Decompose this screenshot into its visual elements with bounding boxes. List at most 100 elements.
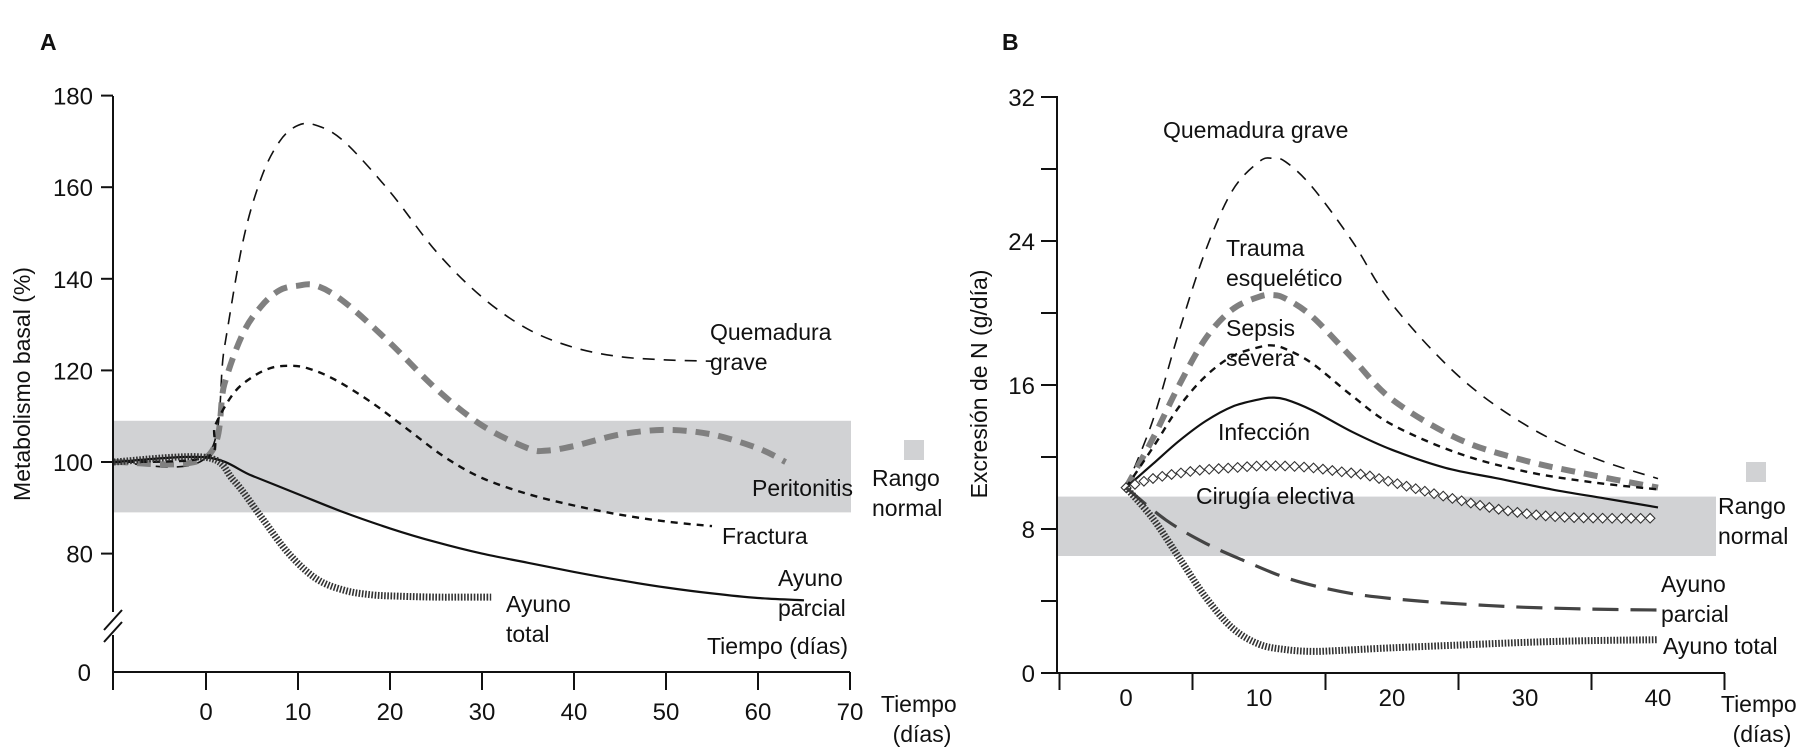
diamond-marker xyxy=(1279,460,1291,472)
y-tick-label: 180 xyxy=(53,84,93,111)
series-label-cirugia-electiva: Cirugía electiva xyxy=(1196,483,1355,509)
diamond-marker xyxy=(1437,490,1449,502)
x-tick-label: 0 xyxy=(199,699,212,726)
x-axis-label-line: (días) xyxy=(1733,721,1792,747)
series-label-quemadura-grave: Quemadura grave xyxy=(1163,117,1348,143)
series-labels: Quemadura grave Trauma esquelético Sepsis se… xyxy=(1163,117,1778,659)
x-axis-label-line: (días) xyxy=(893,721,952,747)
series-label-sepsis-severa: Sepsis severa xyxy=(1226,315,1295,371)
x-tick-label: 10 xyxy=(1246,685,1273,712)
y-ticks: 0 80 100 120 140 160 180 xyxy=(53,84,113,687)
x-tick-label: 50 xyxy=(653,699,680,726)
diamond-marker xyxy=(1391,478,1403,490)
x-axis-label: Tiempo (días) xyxy=(881,691,963,747)
x-axis-label-inner: Tiempo (días) xyxy=(707,633,848,659)
diamond-marker xyxy=(1373,472,1385,485)
y-tick-label: 160 xyxy=(53,175,93,202)
series-label-line: Ayuno xyxy=(1661,571,1726,597)
series-label-line: Peritonitis xyxy=(752,475,853,501)
x-axis-label: Tiempo (días) xyxy=(1721,691,1800,747)
series-group xyxy=(113,122,805,602)
x-axis-label-line: Tiempo xyxy=(881,691,957,717)
series-label-line: Ayuno total xyxy=(1663,633,1778,659)
y-tick-label: 16 xyxy=(1008,373,1035,400)
series-label-peritonitis: Peritonitis xyxy=(752,475,853,501)
y-tick-label: 32 xyxy=(1008,85,1035,112)
diamond-marker xyxy=(1511,506,1523,518)
series-label-quemadura-grave: Quemadura grave xyxy=(710,319,832,375)
x-tick-label: 40 xyxy=(1645,685,1672,712)
series-label-line: Ayuno xyxy=(778,565,843,591)
x-tick-label: 30 xyxy=(1512,685,1539,712)
diamond-marker xyxy=(1138,475,1150,487)
series-label-ayuno-total: Ayuno total xyxy=(506,591,571,647)
series-line-ayuno-total xyxy=(1123,485,1659,655)
series-label-line: Quemadura xyxy=(710,319,832,345)
diamond-marker xyxy=(1184,465,1196,478)
diamond-marker xyxy=(1175,467,1187,479)
legend-label-line: Rango xyxy=(1718,493,1786,519)
legend-label-line: Rango xyxy=(872,465,940,491)
y-tick-label: 0 xyxy=(78,660,91,687)
diamond-marker xyxy=(1203,463,1215,475)
legend-label-normal-range: Rango normal xyxy=(872,465,946,521)
series-label-line: total xyxy=(506,621,549,647)
series-label-line: Cirugía electiva xyxy=(1196,483,1355,509)
panel-label-b: B xyxy=(1002,29,1019,55)
series-label-line: Infección xyxy=(1218,419,1310,445)
series-label-line: severa xyxy=(1226,345,1295,371)
series-label-ayuno-parcial: Ayuno parcial xyxy=(778,565,846,621)
diamond-marker xyxy=(1232,461,1244,473)
diamond-marker xyxy=(1345,467,1357,479)
panel-a: 0 80 100 120 140 160 180 0 10 20 30 40 50 60 70 A Met… xyxy=(9,29,963,747)
diamond-marker xyxy=(1336,466,1348,478)
legend-label-line: normal xyxy=(1718,523,1788,549)
diamond-marker xyxy=(1400,480,1413,492)
diamond-marker xyxy=(1483,501,1495,513)
diamond-marker xyxy=(1474,499,1486,511)
y-tick-label: 0 xyxy=(1022,661,1035,688)
panel-label-a: A xyxy=(40,29,57,55)
diamond-marker xyxy=(1222,462,1234,474)
series-label-line: esquelético xyxy=(1226,265,1342,291)
diamond-marker xyxy=(1241,461,1253,473)
legend-swatch-normal-range xyxy=(1746,462,1766,482)
series-label-line: Sepsis xyxy=(1226,315,1295,341)
series-labels: Quemadura grave Peritonitis Fractura Ayuno pa… xyxy=(506,319,853,647)
y-tick-label: 80 xyxy=(66,542,93,569)
diamond-marker xyxy=(1129,478,1141,490)
series-line-ayuno-parcial xyxy=(1124,486,1659,612)
series-label-line: Fractura xyxy=(722,523,808,549)
x-tick-label: 20 xyxy=(377,699,404,726)
series-line-ayuno-parcial xyxy=(113,455,805,602)
diamond-marker xyxy=(1419,485,1431,497)
diamond-marker xyxy=(1456,495,1468,507)
series-label-line: Trauma xyxy=(1226,235,1305,261)
series-label-infeccion: Infección xyxy=(1218,419,1310,445)
x-tick-label: 20 xyxy=(1379,685,1406,712)
panel-b: 0 8 16 24 32 0 10 20 30 40 B Excresión de N (g/d… xyxy=(966,29,1800,747)
y-tick-label: 140 xyxy=(53,267,93,294)
diamond-marker xyxy=(1213,463,1225,475)
diamond-marker xyxy=(1502,505,1514,517)
diamond-marker xyxy=(1251,460,1263,472)
diamond-marker xyxy=(1326,464,1338,477)
series-label-ayuno-total: Ayuno total xyxy=(1663,633,1778,659)
x-tick-label: 0 xyxy=(1119,685,1132,712)
legend-swatch-normal-range xyxy=(904,440,924,460)
x-tick-label: 40 xyxy=(561,699,588,726)
y-tick-label: 8 xyxy=(1022,517,1035,544)
series-line-ayuno-total xyxy=(113,453,492,601)
diamond-marker xyxy=(1194,464,1206,476)
series-label-line: Quemadura grave xyxy=(1163,117,1348,143)
diamond-marker xyxy=(1493,503,1505,515)
series-label-ayuno-parcial: Ayuno parcial xyxy=(1661,571,1729,627)
series-label-line: parcial xyxy=(778,595,846,621)
diamond-marker xyxy=(1307,462,1320,474)
series-label-line: Ayuno xyxy=(506,591,571,617)
x-ticks: 0 10 20 30 40 50 60 70 xyxy=(199,672,863,726)
series-line-quemadura-grave xyxy=(1125,157,1659,488)
series-label-fractura: Fractura xyxy=(722,523,808,549)
series-label-trauma-esqueletico: Trauma esquelético xyxy=(1226,235,1342,291)
legend-label-normal-range: Rango normal xyxy=(1718,493,1792,549)
